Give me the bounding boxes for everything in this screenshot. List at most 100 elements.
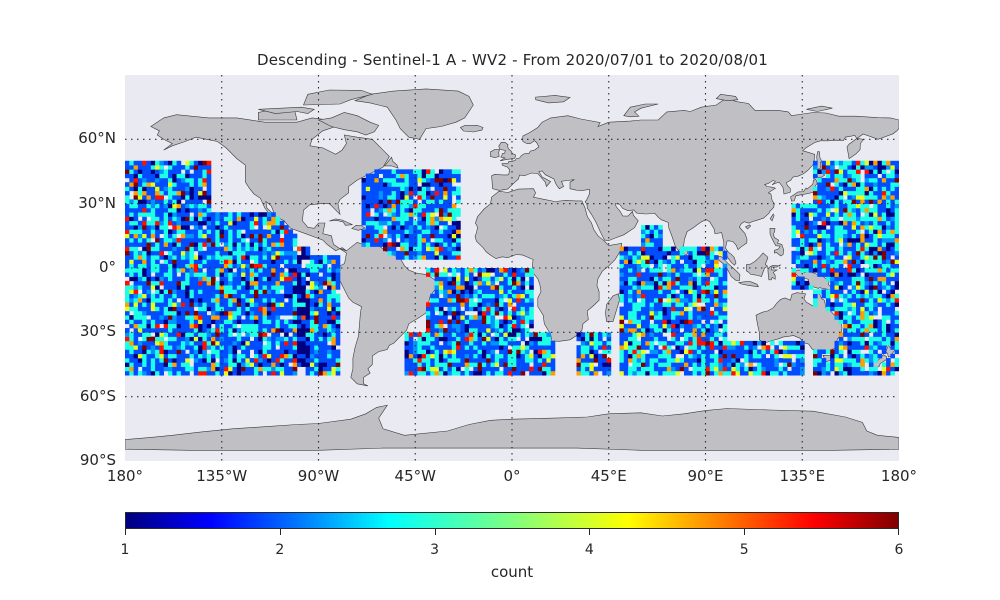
count-cell xyxy=(193,323,199,329)
count-cell xyxy=(279,362,285,367)
count-cell xyxy=(172,212,177,217)
count-cell xyxy=(421,358,427,363)
count-cell xyxy=(619,306,625,312)
count-cell xyxy=(438,233,444,239)
count-cell xyxy=(503,289,508,295)
count-cell xyxy=(163,190,169,196)
count-cell xyxy=(649,362,655,367)
count-cell xyxy=(297,349,302,355)
count-cell xyxy=(254,298,259,303)
count-cell xyxy=(512,358,517,363)
count-cell xyxy=(228,255,233,260)
count-cell xyxy=(159,332,164,337)
count-cell xyxy=(150,207,156,213)
count-cell xyxy=(189,233,195,239)
count-cell xyxy=(718,246,723,252)
count-cell xyxy=(254,242,259,247)
count-cell xyxy=(843,345,848,350)
count-cell xyxy=(189,306,195,312)
count-cell xyxy=(533,366,539,372)
count-cell xyxy=(847,160,852,166)
count-cell xyxy=(856,220,861,226)
count-cell xyxy=(701,353,706,359)
count-cell xyxy=(847,328,852,333)
count-cell xyxy=(232,306,238,312)
count-cell xyxy=(168,310,173,316)
colorbar-tick-label: 6 xyxy=(894,542,904,558)
count-cell xyxy=(705,280,711,286)
count-cell xyxy=(494,328,500,333)
count-cell xyxy=(391,212,397,217)
count-cell xyxy=(873,220,878,226)
count-cell xyxy=(684,328,689,333)
count-cell xyxy=(808,225,814,230)
count-cell xyxy=(202,302,207,307)
count-cell xyxy=(309,276,315,282)
count-cell xyxy=(387,233,392,239)
count-cell xyxy=(279,255,285,260)
count-cell xyxy=(137,229,143,234)
count-cell xyxy=(821,242,827,247)
count-cell xyxy=(499,289,504,295)
count-cell xyxy=(189,237,195,243)
count-cell xyxy=(198,259,203,265)
count-cell xyxy=(137,315,143,320)
count-cell xyxy=(641,349,646,355)
count-cell xyxy=(193,302,199,307)
count-cell xyxy=(193,289,199,295)
count-cell xyxy=(830,186,835,192)
count-cell xyxy=(185,212,190,217)
count-cell xyxy=(434,203,440,209)
count-cell xyxy=(451,302,457,307)
count-cell xyxy=(180,358,186,363)
count-cell xyxy=(172,199,177,204)
count-cell xyxy=(417,190,422,196)
count-cell xyxy=(520,362,526,367)
count-cell xyxy=(516,315,521,320)
count-cell xyxy=(249,340,255,346)
count-cell xyxy=(189,353,195,359)
count-cell xyxy=(297,340,302,346)
count-cell xyxy=(236,302,242,307)
count-cell xyxy=(847,237,852,243)
count-cell xyxy=(481,353,487,359)
count-cell xyxy=(890,315,895,320)
count-cell xyxy=(228,268,233,273)
count-cell xyxy=(223,319,229,325)
count-cell xyxy=(249,280,255,286)
count-cell xyxy=(327,255,332,260)
count-cell xyxy=(408,250,414,256)
count-cell xyxy=(542,366,547,372)
count-cell xyxy=(890,216,895,222)
count-cell xyxy=(537,358,543,363)
count-cell xyxy=(172,195,177,200)
count-cell xyxy=(434,237,440,243)
count-cell xyxy=(653,319,659,325)
count-cell xyxy=(292,302,298,307)
count-cell xyxy=(202,349,207,355)
count-cell xyxy=(163,169,169,174)
count-cell xyxy=(284,340,289,346)
count-cell xyxy=(335,328,341,333)
count-cell xyxy=(318,268,324,273)
count-cell xyxy=(787,340,792,346)
count-cell xyxy=(266,362,272,367)
count-cell xyxy=(632,358,637,363)
count-cell xyxy=(447,203,453,209)
count-cell xyxy=(172,225,177,230)
count-cell xyxy=(864,276,870,282)
count-cell xyxy=(262,315,268,320)
count-cell xyxy=(176,328,182,333)
count-cell xyxy=(228,259,233,265)
count-cell xyxy=(133,182,139,187)
count-cell xyxy=(297,255,302,260)
count-cell xyxy=(133,268,139,273)
count-cell xyxy=(653,293,659,299)
count-cell xyxy=(241,353,246,359)
count-cell xyxy=(133,255,139,260)
count-cell xyxy=(473,366,478,372)
count-cell xyxy=(408,225,414,230)
count-cell xyxy=(193,370,199,376)
count-cell xyxy=(284,362,289,367)
count-cell xyxy=(481,366,487,372)
